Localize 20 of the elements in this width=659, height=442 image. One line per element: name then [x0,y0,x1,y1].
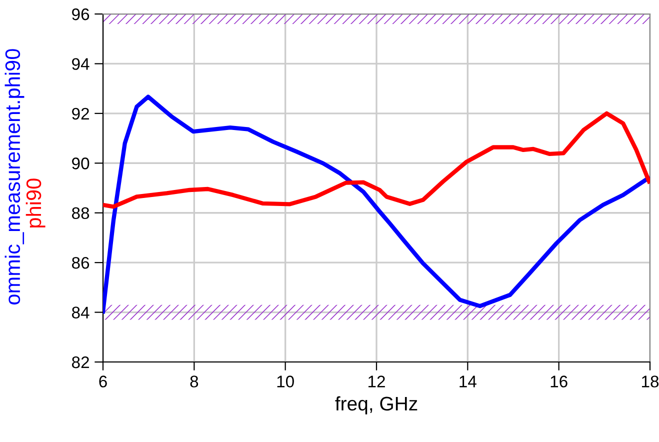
text: ommic_measurement.phi90 [4,49,24,304]
y-tick-label: 88 [72,207,90,220]
line-series [103,111,650,209]
y-tick-label: 86 [72,256,90,269]
x-tick-label: 6 [99,376,107,388]
y-tick-label: 94 [72,58,90,70]
y-tick-label: 82 [72,356,89,368]
x-tick-label: 18 [642,376,659,388]
y-tick-label: 92 [72,108,89,120]
y-tick-label: 96 [72,8,90,20]
text: phi90 [26,178,46,228]
y-tick-label: 90 [72,158,90,170]
x-tick-label: 16 [550,376,568,388]
y-tick-label: 84 [72,306,90,318]
x-axis-title: freq, GHz [335,396,418,414]
x-tick-label: 14 [460,376,476,388]
x-tick-label: 8 [190,376,198,388]
line-series [103,94,650,314]
x-tick-label: 12 [368,376,385,388]
x-tick-label: 10 [277,376,294,388]
